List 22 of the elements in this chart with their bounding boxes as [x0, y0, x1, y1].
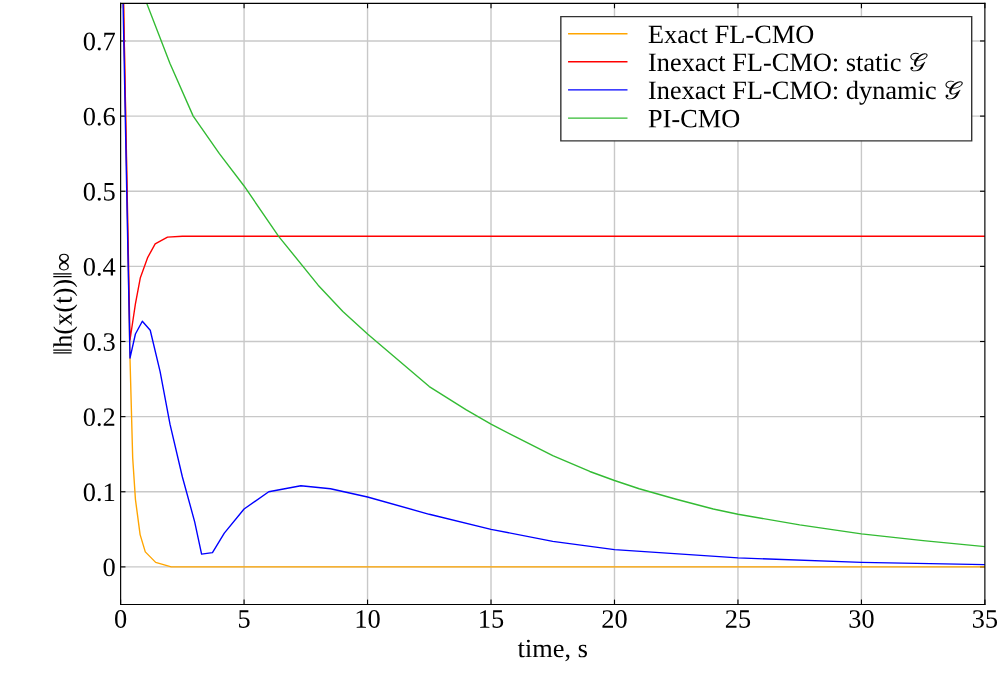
legend-label: PI-CMO: [648, 109, 740, 128]
y-tick-label: 0.4: [83, 257, 116, 276]
y-tick-label: 0.5: [83, 182, 115, 201]
x-tick-label: 5: [239, 610, 250, 628]
legend-label: Exact FL-CMO: [648, 25, 814, 44]
y-tick-label: 0.7: [83, 32, 115, 51]
x-axis-title: time, s: [517, 639, 587, 662]
y-axis-title: ‖h(x(t))‖∞: [53, 253, 78, 354]
x-tick-label: 20: [602, 610, 627, 628]
x-tick-label: 10: [356, 610, 380, 628]
x-tick-label: 15: [480, 610, 504, 628]
y-tick-label: 0.3: [83, 333, 115, 352]
x-tick-label: 25: [725, 610, 751, 628]
y-tick-label: 0: [103, 558, 115, 577]
legend-label: Inexact FL-CMO: dynamic 𝒢: [648, 80, 963, 105]
x-tick-label: 35: [972, 610, 998, 628]
x-tick-label: 0: [115, 610, 127, 628]
y-tick-label: 0.1: [83, 483, 115, 502]
y-tick-label: 0.6: [83, 107, 115, 126]
legend-label: Inexact FL-CMO: static 𝒢: [648, 52, 928, 72]
y-tick-label: 0.2: [83, 408, 115, 427]
x-tick-label: 30: [849, 610, 874, 628]
